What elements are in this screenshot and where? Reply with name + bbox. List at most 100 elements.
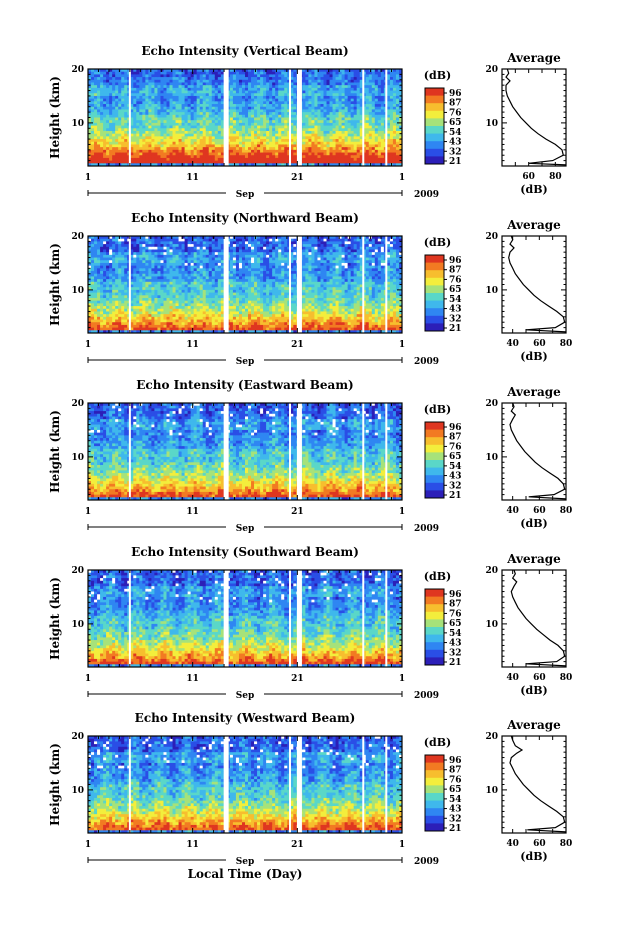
- y-tick-label: 10: [71, 119, 84, 129]
- colorbar-tick-label: 96: [449, 89, 462, 99]
- y-tick-label: 20: [71, 399, 84, 409]
- colorbar-swatch: [425, 657, 444, 665]
- average-y-tick-label: 20: [485, 566, 498, 576]
- colorbar-tick-label: 43: [449, 472, 462, 482]
- average-x-tick-label: 40: [506, 339, 519, 349]
- x-tick-label: 21: [291, 840, 304, 850]
- data-gap: [224, 736, 229, 833]
- average-x-label: (dB): [520, 350, 547, 363]
- average-y-tick-label: 10: [485, 286, 498, 296]
- colorbar-swatch: [425, 604, 444, 612]
- data-gap: [129, 570, 131, 667]
- y-tick-label: 10: [71, 620, 84, 630]
- average-title: Average: [506, 385, 561, 399]
- average-frame: [502, 69, 566, 166]
- colorbar-tick-label: 65: [449, 118, 462, 128]
- average-x-label: (dB): [520, 850, 547, 863]
- colorbar-swatch: [425, 255, 444, 263]
- colorbar-swatch: [425, 452, 444, 460]
- month-label: Sep: [236, 190, 255, 200]
- y-axis-label: Height (km): [48, 577, 62, 660]
- average-frame: [502, 736, 566, 833]
- colorbar-tick-label: 76: [449, 609, 462, 619]
- data-gap: [297, 403, 302, 500]
- year-label: 2009: [414, 357, 439, 367]
- colorbar-tick-label: 96: [449, 756, 462, 766]
- y-tick-label: 10: [71, 286, 84, 296]
- colorbar-tick-label: 21: [449, 658, 462, 668]
- heatmap: [88, 69, 403, 167]
- colorbar-tick-label: 21: [449, 491, 462, 501]
- colorbar-swatch: [425, 597, 444, 605]
- average-y-tick-label: 10: [485, 119, 498, 129]
- data-gap: [289, 236, 291, 333]
- x-tick-label: 1: [85, 507, 91, 517]
- panel-title: Echo Intensity (Eastward Beam): [136, 378, 353, 392]
- y-tick-label: 10: [71, 786, 84, 796]
- colorbar-tick-label: 76: [449, 442, 462, 452]
- colorbar-swatch: [425, 785, 444, 793]
- panel-title: Echo Intensity (Southward Beam): [131, 545, 359, 559]
- colorbar-swatch: [425, 278, 444, 286]
- colorbar-unit: (dB): [424, 736, 451, 749]
- x-tick-label: 11: [186, 507, 199, 517]
- average-x-tick-label: 60: [533, 839, 546, 849]
- data-gap: [297, 69, 302, 166]
- colorbar-swatch: [425, 103, 444, 111]
- colorbar-swatch: [425, 445, 444, 453]
- colorbar-tick-label: 65: [449, 619, 462, 629]
- colorbar-swatch: [425, 141, 444, 149]
- colorbar-tick-label: 87: [449, 600, 462, 610]
- colorbar-swatch: [425, 635, 444, 643]
- x-tick-label: 1: [85, 340, 91, 350]
- colorbar-swatch: [425, 96, 444, 104]
- data-gap: [297, 736, 302, 833]
- colorbar-swatch: [425, 763, 444, 771]
- colorbar-swatch: [425, 612, 444, 620]
- y-tick-label: 20: [71, 65, 84, 75]
- colorbar-swatch: [425, 589, 444, 597]
- colorbar-swatch: [425, 316, 444, 324]
- average-y-tick-label: 20: [485, 732, 498, 742]
- data-gap: [129, 236, 131, 333]
- data-gap: [129, 736, 131, 833]
- x-axis-label: Local Time (Day): [188, 867, 303, 881]
- colorbar-swatch: [425, 323, 444, 331]
- colorbar-tick-label: 43: [449, 639, 462, 649]
- colorbar-unit: (dB): [424, 236, 451, 249]
- data-gap: [385, 570, 387, 667]
- average-x-tick-label: 60: [533, 339, 546, 349]
- colorbar-swatch: [425, 301, 444, 309]
- colorbar-swatch: [425, 285, 444, 293]
- colorbar-tick-label: 87: [449, 433, 462, 443]
- average-x-label: (dB): [520, 183, 547, 196]
- colorbar-swatch: [425, 460, 444, 468]
- colorbar-swatch: [425, 627, 444, 635]
- average-title: Average: [506, 552, 561, 566]
- average-x-tick-label: 80: [560, 339, 573, 349]
- heatmap: [88, 736, 403, 834]
- colorbar-tick-label: 54: [449, 795, 462, 805]
- y-tick-label: 10: [71, 453, 84, 463]
- average-y-tick-label: 20: [485, 232, 498, 242]
- average-x-label: (dB): [520, 684, 547, 697]
- average-x-tick-label: 60: [533, 506, 546, 516]
- average-frame: [502, 403, 566, 500]
- colorbar-swatch: [425, 619, 444, 627]
- month-label: Sep: [236, 857, 255, 867]
- panel-title: Echo Intensity (Northward Beam): [131, 211, 359, 225]
- heatmap: [88, 236, 403, 334]
- data-gap: [385, 403, 387, 500]
- heatmap: [88, 403, 403, 501]
- month-label: Sep: [236, 524, 255, 534]
- colorbar-swatch: [425, 270, 444, 278]
- average-y-tick-label: 10: [485, 786, 498, 796]
- data-gap: [289, 403, 291, 500]
- average-title: Average: [506, 51, 561, 65]
- colorbar-tick-label: 54: [449, 629, 462, 639]
- colorbar-swatch: [425, 770, 444, 778]
- data-gap: [224, 236, 229, 333]
- average-y-tick-label: 10: [485, 620, 498, 630]
